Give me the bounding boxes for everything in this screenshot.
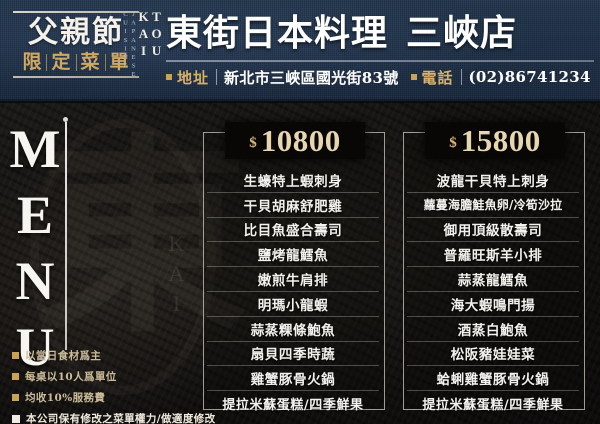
note-item: 每桌以10人爲單位 xyxy=(12,369,208,384)
dish-item: 海大蝦鳴門揚 xyxy=(407,292,579,317)
dish-item: 提拉米蘇蛋糕/四季鮮果 xyxy=(222,397,364,413)
dish-item: 御用頂級散壽司 xyxy=(407,218,579,243)
header-divider-rule xyxy=(166,60,594,62)
note-text: 以當日食材爲主 xyxy=(25,350,102,362)
dish-list: 波龍干貝特上刺身 蘿蔓海膽鮭魚卵/冷筍沙拉 御用頂級散壽司 普羅旺斯羊小排 蒜蒸… xyxy=(407,168,579,415)
dish-item: 明瑪小龍蝦 xyxy=(207,292,379,317)
watermark-kai-text: KAI xyxy=(164,231,189,321)
badge-divider-3 xyxy=(104,53,106,71)
badge-subtitle-char-2: 定 xyxy=(51,51,72,73)
dish-item: 酒蒸白鮑魚 xyxy=(407,317,579,342)
note-bullet-icon xyxy=(12,352,19,359)
note-item: 均收10%服務費 xyxy=(12,390,208,405)
note-text: 均收10%服務費 xyxy=(25,392,106,404)
note-item: 本公司保有修改之菜單權力/做適度修改 xyxy=(12,411,215,424)
brand-vertical-tagline: JAPANESE CUISINE xyxy=(122,11,137,80)
dish-item: 扇貝四季時蔬 xyxy=(207,342,379,367)
note-item: 以當日食材爲主 xyxy=(12,348,208,363)
phone-marker-icon xyxy=(410,74,417,80)
badge-subtitle-char-1: 限 xyxy=(22,51,43,73)
note-text: 本公司保有修改之菜單權力/做適度修改 xyxy=(26,413,216,424)
shop-name: 東街日本料理 xyxy=(166,12,389,54)
dish-item: 提拉米蘇蛋糕/四季鮮果 xyxy=(422,397,564,413)
menu-body: 東 KAI MENU 以當日食材爲主 每桌以10人爲單位 均收10%服務費 本公… xyxy=(0,103,600,424)
dish-item: 波龍干貝特上刺身 xyxy=(407,168,579,193)
contact-separator-1 xyxy=(216,69,218,85)
currency-symbol: $ xyxy=(449,135,457,151)
price-amount: 10800 xyxy=(260,123,341,158)
menu-heading-text: MENU xyxy=(5,119,65,383)
badge-subtitle-char-3: 菜 xyxy=(80,51,101,73)
panel-frame xyxy=(403,132,585,410)
brand-vertical-block: TOU KAI JAPANESE CUISINE xyxy=(122,9,164,95)
dish-item: 生蠔特上蝦刺身 xyxy=(207,168,379,193)
price-amount: 15800 xyxy=(460,123,541,158)
dish-item: 蛤蜊雞蟹豚骨火鍋 xyxy=(407,366,579,392)
note-bullet-icon xyxy=(12,414,20,423)
note-bullet-icon xyxy=(12,394,19,401)
badge-bottom-rule xyxy=(13,76,139,78)
dish-item: 蒜蒸粿條鮑魚 xyxy=(207,317,379,342)
dish-item: 蒜蒸龍鱈魚 xyxy=(407,267,579,292)
dish-item: 鹽烤龍鱈魚 xyxy=(207,242,379,268)
price-badge: $ 10800 xyxy=(225,122,365,159)
dish-item: 比目魚盛合壽司 xyxy=(207,218,379,243)
note-text: 每桌以10人爲單位 xyxy=(25,371,117,383)
dish-list: 生蠔特上蝦刺身 干貝胡麻舒肥雞 比目魚盛合壽司 鹽烤龍鱈魚 嫩煎牛肩排 明瑪小龍… xyxy=(207,168,379,415)
badge-subtitle-char-4: 單 xyxy=(109,51,130,73)
badge-subtitle: 限 定 菜 單 xyxy=(13,51,139,73)
address-label: 地址 xyxy=(177,68,210,87)
menu-rule-dot xyxy=(63,117,68,122)
header-bar: 父親節 限 定 菜 單 TOU KAI JAPANESE CUISINE 東街日… xyxy=(0,0,600,103)
phone-label: 電話 xyxy=(421,68,454,87)
phone-value: (02)86741234 xyxy=(468,68,591,86)
dish-item: 雞蟹豚骨火鍋 xyxy=(207,366,379,392)
badge-divider-2 xyxy=(75,53,77,71)
price-badge: $ 15800 xyxy=(425,122,565,159)
note-bullet-icon xyxy=(12,373,19,380)
dish-item: 嫩煎牛肩排 xyxy=(207,267,379,292)
address-marker-icon xyxy=(166,74,172,80)
page-title: 東街日本料理 三峽店 xyxy=(166,8,594,58)
menu-vertical-rule xyxy=(65,122,67,350)
contact-separator-2 xyxy=(460,69,462,85)
fathers-day-badge: 父親節 限 定 菜 單 xyxy=(13,11,139,91)
contact-info: 地址 新北市三峽區國光街83號 電話 (02)86741234 xyxy=(166,64,598,90)
branch-name: 三峽店 xyxy=(406,12,518,54)
badge-divider-1 xyxy=(46,53,48,71)
panel-frame xyxy=(203,132,385,410)
brand-vertical-name: TOU KAI xyxy=(136,9,164,60)
menu-heading: MENU xyxy=(4,119,66,383)
price-panel-10800: $ 10800 生蠔特上蝦刺身 干貝胡麻舒肥雞 比目魚盛合壽司 鹽烤龍鱈魚 嫩煎… xyxy=(203,122,385,413)
badge-top-rule xyxy=(13,11,139,13)
notes-list: 以當日食材爲主 每桌以10人爲單位 均收10%服務費 本公司保有修改之菜單權力/… xyxy=(12,348,215,424)
dish-item: 干貝胡麻舒肥雞 xyxy=(207,193,379,218)
badge-title: 父親節 xyxy=(28,15,124,50)
dish-item: 松阪豬娃娃菜 xyxy=(407,342,579,367)
dish-item: 蘿蔓海膽鮭魚卵/冷筍沙拉 xyxy=(407,193,579,218)
price-panel-15800: $ 15800 波龍干貝特上刺身 蘿蔓海膽鮭魚卵/冷筍沙拉 御用頂級散壽司 普羅… xyxy=(403,122,585,413)
dish-item: 普羅旺斯羊小排 xyxy=(407,242,579,268)
currency-symbol: $ xyxy=(249,135,257,151)
address-value: 新北市三峽區國光街83號 xyxy=(224,68,399,87)
